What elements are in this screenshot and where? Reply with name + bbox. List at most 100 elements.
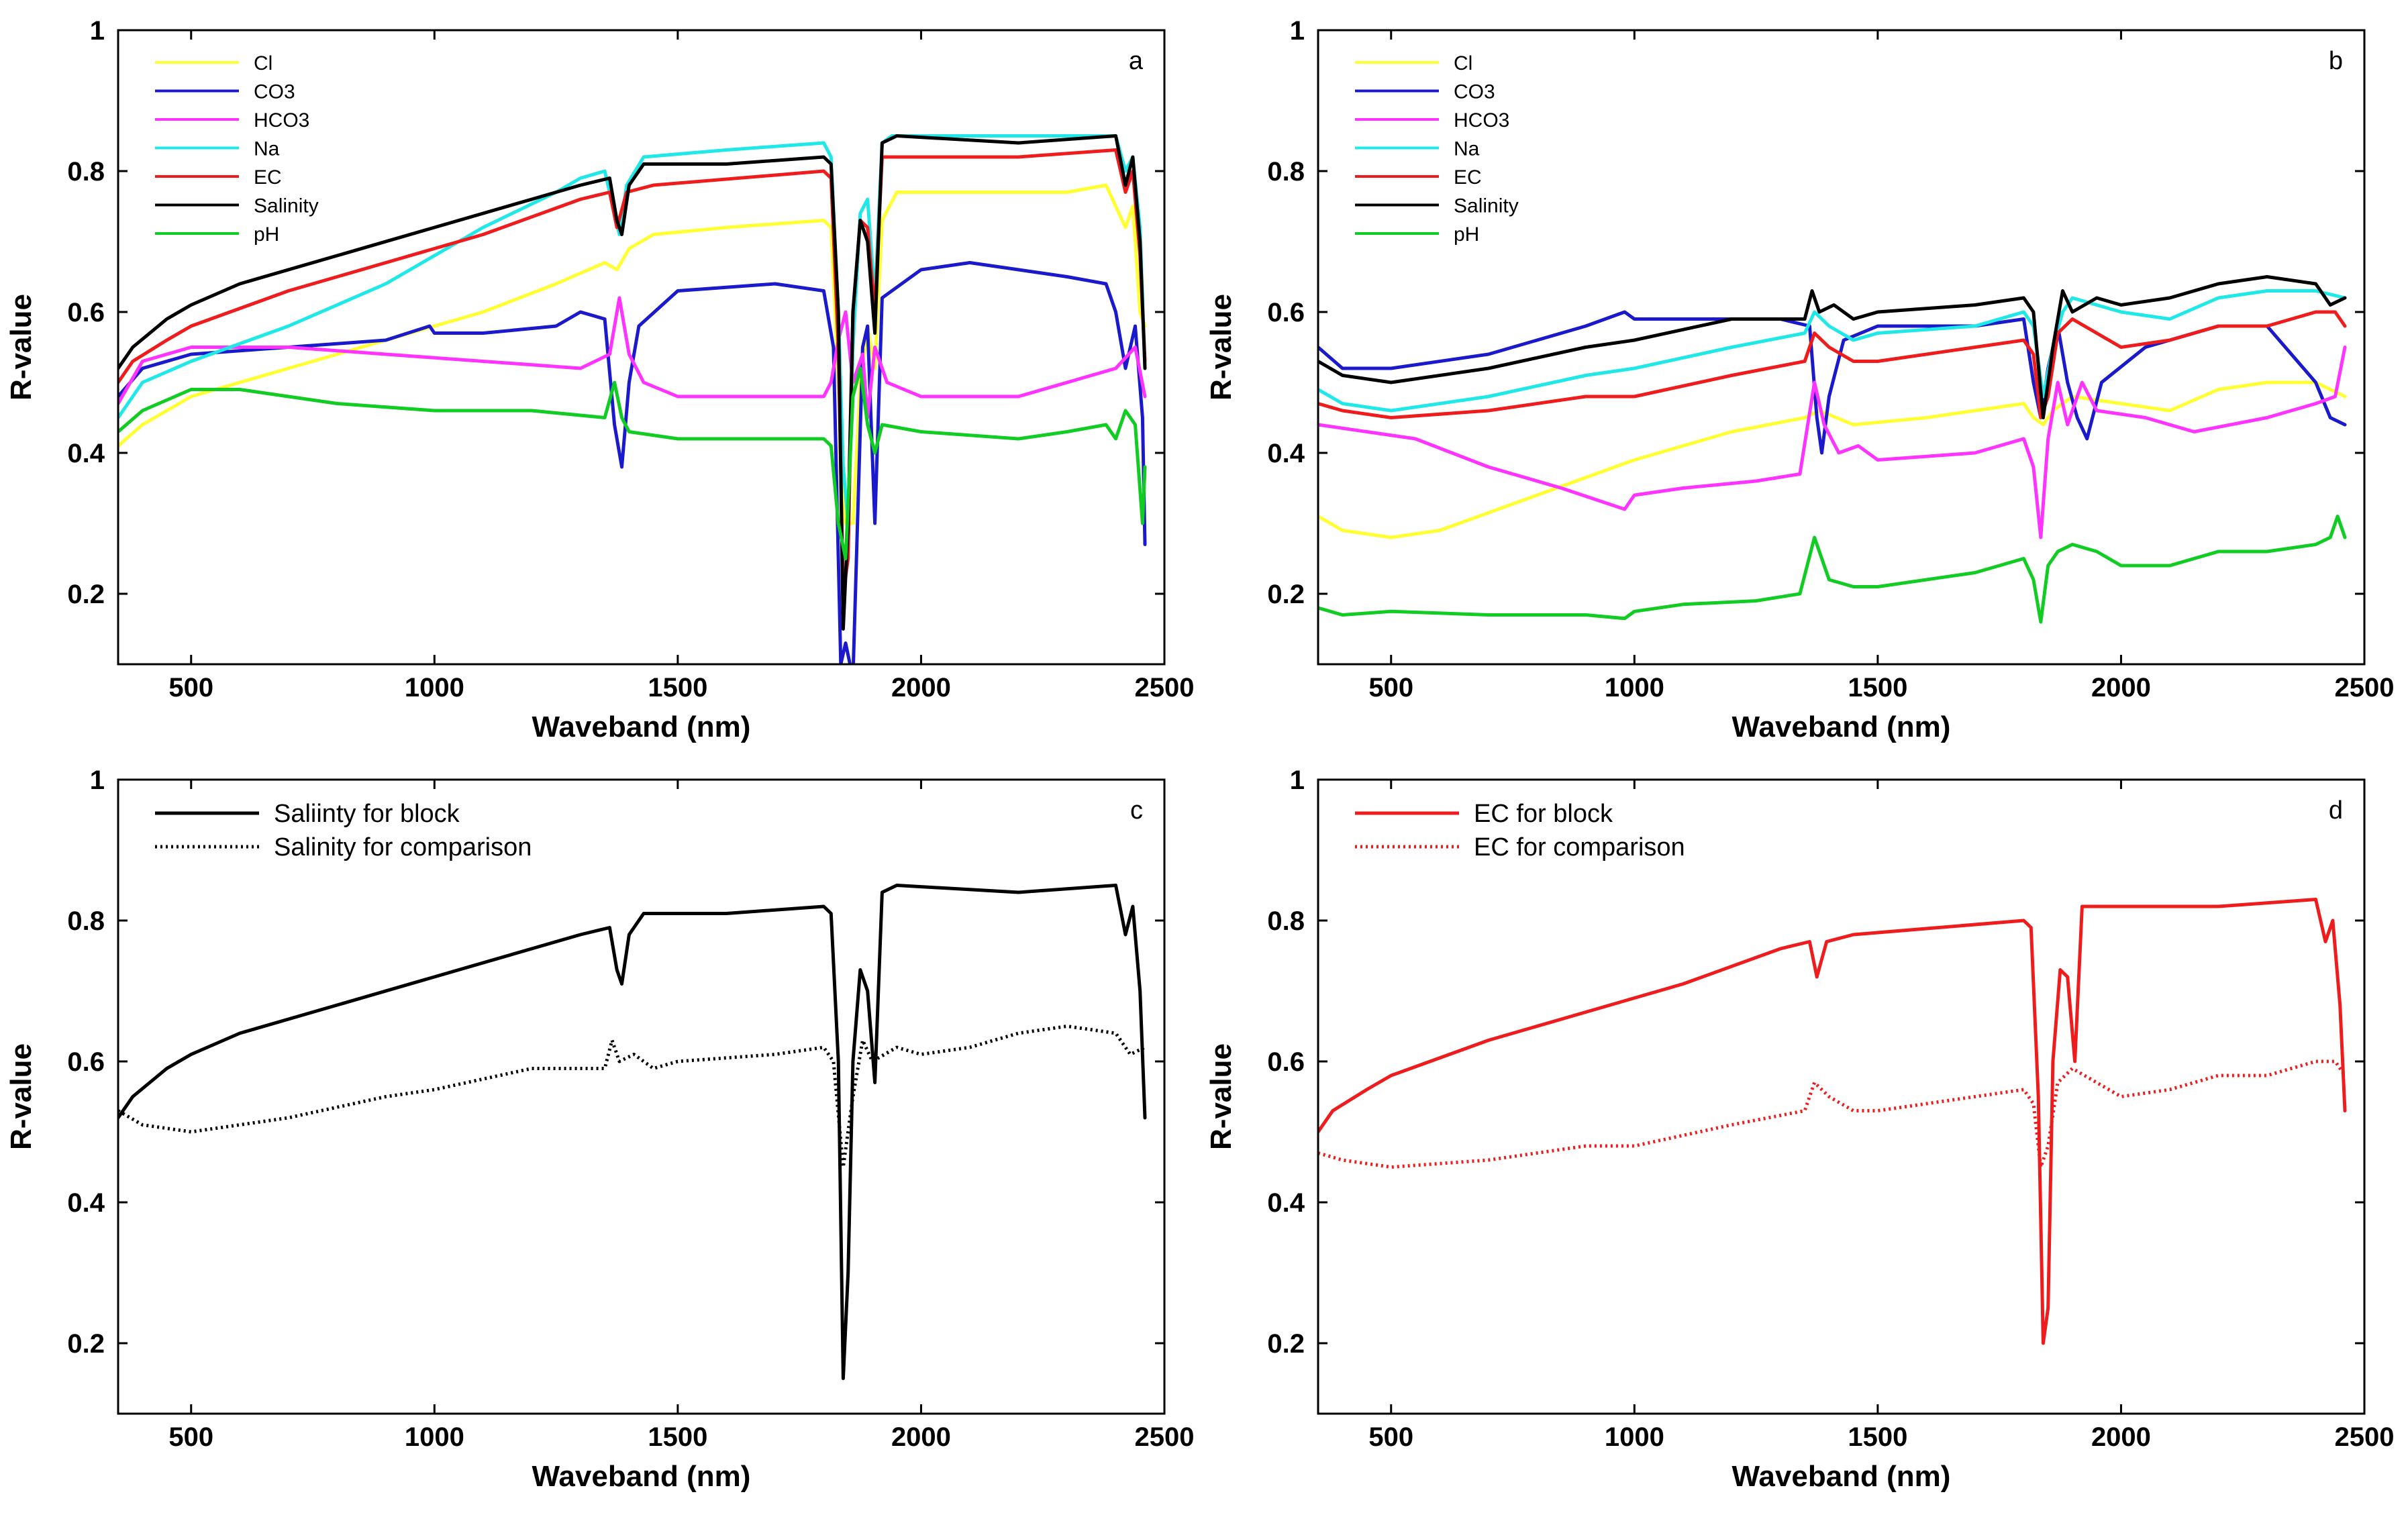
x-tick-label: 1000 bbox=[405, 1422, 464, 1452]
x-tick-label: 1000 bbox=[1605, 1422, 1664, 1452]
x-tick-label: 500 bbox=[1368, 1422, 1413, 1452]
x-tick-label: 1500 bbox=[648, 1422, 707, 1452]
series-line-ec-for-block bbox=[1318, 898, 2347, 1345]
panel-c: 500 1000 1500 2000 2500 0.2 0.4 0.6 0.8 1 Waveband… bbox=[5, 766, 1194, 1493]
legend-label: Na bbox=[1454, 138, 1480, 160]
legend-label: EC bbox=[1454, 166, 1482, 189]
y-tick-label: 0.4 bbox=[67, 1188, 105, 1218]
y-axis-title: R-value bbox=[1205, 1043, 1238, 1150]
legend: EC for block EC for comparison bbox=[1355, 800, 1685, 861]
series-line-ec-for-comparison bbox=[1318, 1059, 2347, 1169]
y-tick-label: 0.6 bbox=[1267, 1047, 1305, 1077]
series-line-hco3 bbox=[1318, 346, 2347, 539]
legend-label: Cl bbox=[1454, 52, 1472, 74]
legend-label: Na bbox=[254, 138, 280, 160]
legend-label: pH bbox=[254, 223, 279, 246]
y-axis-title: R-value bbox=[5, 294, 38, 401]
x-tick-label: 2000 bbox=[891, 1422, 951, 1452]
legend: Saliinty for block Salinity for compariso… bbox=[155, 800, 532, 861]
legend-label: Cl bbox=[254, 52, 272, 74]
x-tick-label: 2000 bbox=[2091, 673, 2151, 702]
y-axis-title: R-value bbox=[5, 1043, 38, 1150]
x-tick-label: 500 bbox=[168, 1422, 213, 1452]
legend-label: HCO3 bbox=[254, 109, 309, 132]
panel-letter: c bbox=[1130, 796, 1143, 825]
y-tick-label: 1 bbox=[1290, 16, 1305, 46]
y-axis-title: R-value bbox=[1205, 294, 1238, 401]
legend: Cl CO3 HCO3 Na EC Salinity pH bbox=[155, 52, 319, 246]
x-tick-label: 1500 bbox=[1848, 673, 1907, 702]
series-line-salinity bbox=[118, 134, 1147, 631]
legend-label: HCO3 bbox=[1454, 109, 1509, 132]
y-tick-label: 1 bbox=[90, 766, 105, 795]
plot-frame bbox=[117, 778, 1166, 1415]
legend-label: Salinity bbox=[1454, 195, 1519, 217]
x-tick-label: 1000 bbox=[1605, 673, 1664, 702]
x-tick-label: 1000 bbox=[405, 673, 464, 702]
x-tick-label: 2500 bbox=[2335, 1422, 2395, 1452]
y-tick-label: 0.6 bbox=[67, 1047, 105, 1077]
y-tick-label: 0.2 bbox=[67, 580, 105, 609]
y-tick-label: 0.6 bbox=[67, 298, 105, 327]
plot-frame bbox=[1317, 29, 2366, 666]
y-tick-label: 0.8 bbox=[67, 906, 105, 936]
legend-label: CO3 bbox=[254, 81, 295, 103]
legend-label: CO3 bbox=[1454, 81, 1495, 103]
y-tick-label: 0.8 bbox=[1267, 906, 1305, 936]
y-tick-label: 0.2 bbox=[67, 1329, 105, 1359]
legend-label: EC for comparison bbox=[1474, 833, 1685, 861]
x-tick-label: 2000 bbox=[2091, 1422, 2151, 1452]
series-group bbox=[118, 134, 1147, 664]
x-axis-title: Waveband (nm) bbox=[532, 1460, 751, 1493]
series-line-cl bbox=[1318, 380, 2347, 539]
y-tick-label: 1 bbox=[1290, 766, 1305, 795]
panel-letter: d bbox=[2329, 796, 2343, 825]
x-tick-label: 1500 bbox=[648, 673, 707, 702]
x-tick-label: 1500 bbox=[1848, 1422, 1907, 1452]
y-tick-label: 1 bbox=[90, 16, 105, 46]
legend-label: pH bbox=[1454, 223, 1479, 246]
y-tick-label: 0.2 bbox=[1267, 580, 1305, 609]
series-group bbox=[118, 884, 1147, 1380]
y-tick-label: 0.4 bbox=[67, 439, 105, 468]
x-tick-label: 2500 bbox=[1135, 1422, 1195, 1452]
legend-label: Salinity for comparison bbox=[274, 833, 532, 861]
plot-frame bbox=[117, 29, 1166, 666]
legend-label: Saliinty for block bbox=[274, 800, 460, 828]
series-group bbox=[1318, 898, 2347, 1345]
y-tick-label: 0.4 bbox=[1267, 439, 1305, 468]
x-axis-title: Waveband (nm) bbox=[1732, 1460, 1951, 1493]
x-tick-label: 500 bbox=[168, 673, 213, 702]
series-line-salinity bbox=[1318, 275, 2347, 419]
y-tick-label: 0.6 bbox=[1267, 298, 1305, 327]
series-line-na bbox=[118, 134, 1147, 525]
x-tick-label: 500 bbox=[1368, 673, 1413, 702]
series-line-ph bbox=[1318, 515, 2347, 624]
panel-letter: b bbox=[2329, 47, 2343, 75]
series-group bbox=[1318, 275, 2347, 624]
legend-label: Salinity bbox=[254, 195, 319, 217]
y-tick-label: 0.8 bbox=[67, 157, 105, 187]
legend-label: EC bbox=[254, 166, 282, 189]
series-line-ec bbox=[1318, 310, 2347, 419]
panel-b: 500 1000 1500 2000 2500 0.2 0.4 0.6 0.8 1 Waveband… bbox=[1205, 16, 2394, 743]
legend-label: EC for block bbox=[1474, 800, 1613, 828]
series-line-hco3 bbox=[118, 296, 1147, 419]
legend: Cl CO3 HCO3 Na EC Salinity pH bbox=[1355, 52, 1519, 246]
x-tick-label: 2500 bbox=[1135, 673, 1195, 702]
series-line-salinity-for-comparison bbox=[118, 1025, 1146, 1169]
panel-d: 500 1000 1500 2000 2500 0.2 0.4 0.6 0.8 1 Waveband… bbox=[1205, 766, 2394, 1493]
panel-a: 500 1000 1500 2000 2500 0.2 0.4 0.6 0.8 1 Waveband… bbox=[5, 16, 1194, 743]
x-tick-label: 2500 bbox=[2335, 673, 2395, 702]
y-tick-label: 0.4 bbox=[1267, 1188, 1305, 1218]
plot-frame bbox=[1317, 778, 2366, 1415]
x-axis-title: Waveband (nm) bbox=[1732, 711, 1951, 743]
x-tick-label: 2000 bbox=[891, 673, 951, 702]
panel-letter: a bbox=[1129, 47, 1144, 75]
series-line-ph bbox=[118, 366, 1147, 560]
y-tick-label: 0.8 bbox=[1267, 157, 1305, 187]
x-axis-title: Waveband (nm) bbox=[532, 711, 751, 743]
series-line-co3 bbox=[118, 261, 1147, 664]
series-line-saliinty-for-block bbox=[118, 884, 1147, 1380]
